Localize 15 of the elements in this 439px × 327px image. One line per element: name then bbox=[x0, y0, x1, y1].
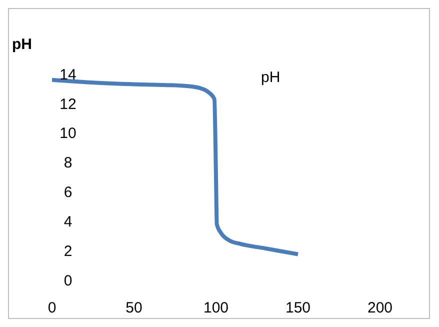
y-tick-label: 12 bbox=[60, 96, 76, 113]
y-tick-label: 0 bbox=[64, 272, 72, 290]
y-tick-label: 14 bbox=[60, 66, 76, 84]
annotation: pH bbox=[261, 69, 280, 86]
x-tick-label: 0 bbox=[48, 300, 56, 317]
x-tick-label: 150 bbox=[285, 300, 311, 317]
x-tick-label: 200 bbox=[367, 300, 393, 317]
x-tick-label: 50 bbox=[126, 300, 142, 317]
y-tick-label: 8 bbox=[64, 154, 72, 172]
y-tick-label: 4 bbox=[64, 213, 72, 230]
y-tick-label: 6 bbox=[64, 184, 72, 202]
y-axis-title: pH bbox=[12, 36, 32, 53]
y-tick-label: 10 bbox=[60, 125, 76, 142]
x-tick-label: 100 bbox=[203, 300, 229, 317]
y-tick-label: 2 bbox=[64, 242, 72, 260]
